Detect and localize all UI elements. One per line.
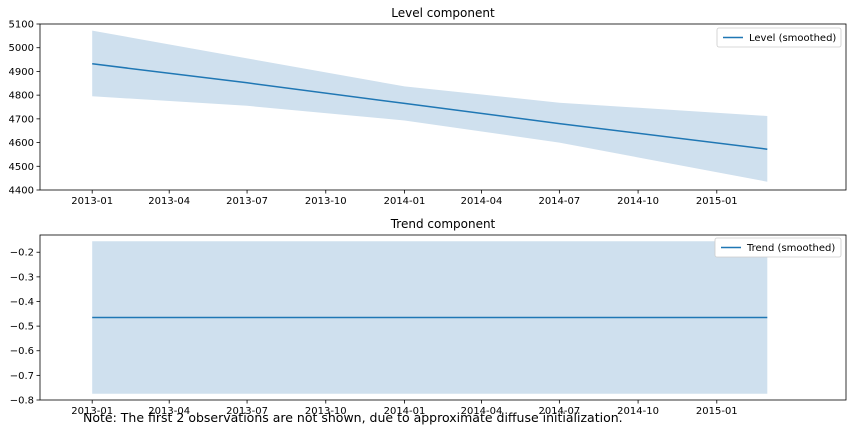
diffuse-initialization-note: Note: The first 2 observations are not s…: [83, 410, 623, 425]
chart-title: Level component: [391, 6, 495, 20]
y-tick-label: 4800: [9, 91, 34, 102]
y-tick-label: −0.3: [10, 272, 34, 283]
x-tick-label: 2013-04: [148, 196, 190, 207]
y-tick-label: 4500: [9, 162, 34, 173]
x-tick-label: 2013-07: [226, 406, 268, 417]
x-tick-label: 2014-10: [617, 406, 659, 417]
legend-box: [716, 27, 842, 48]
y-tick-label: 4700: [9, 114, 34, 125]
chart-title: Trend component: [390, 217, 496, 231]
y-tick-label: 4900: [9, 67, 34, 78]
y-tick-label: 4400: [9, 186, 34, 197]
x-tick-label: 2014-01: [384, 196, 426, 207]
x-tick-label: 2013-01: [71, 406, 113, 417]
plot-frame: [39, 23, 847, 191]
x-tick-label: 2013-07: [226, 196, 268, 207]
x-tick-label: 2014-04: [461, 196, 503, 207]
x-tick-label: 2014-01: [384, 406, 426, 417]
y-tick-label: −0.4: [10, 297, 34, 308]
y-tick-label: 5000: [9, 43, 34, 54]
x-tick-label: 2015-01: [696, 196, 738, 207]
series-line: [92, 63, 768, 150]
x-tick-label: 2013-10: [305, 196, 347, 207]
y-tick-label: −0.7: [10, 371, 34, 382]
x-tick-label: 2014-07: [538, 406, 580, 417]
x-tick-label: 2014-10: [617, 196, 659, 207]
legend-label: Level (smoothed): [749, 33, 836, 44]
legend-box: [714, 237, 842, 258]
level-component-panel: Level component 4400 4500 4600 4700 4800 4900 5…: [9, 6, 847, 207]
x-tick-label: 2015-01: [696, 406, 738, 417]
x-tick-label: 2014-07: [538, 196, 580, 207]
x-tick-label: 2013-04: [148, 406, 190, 417]
y-tick-label: −0.8: [10, 396, 34, 407]
x-tick-label: 2013-01: [71, 196, 113, 207]
y-tick-label: 4600: [9, 138, 34, 149]
y-tick-label: −0.2: [10, 248, 34, 259]
plot-frame: [39, 234, 847, 401]
y-tick-label: 5100: [9, 20, 34, 31]
x-tick-label: 2014-04: [461, 406, 503, 417]
x-tick-label: 2013-10: [305, 406, 347, 417]
legend-label: Trend (smoothed): [746, 243, 835, 254]
y-tick-label: −0.5: [10, 322, 34, 333]
trend-component-panel: Trend component −0.8 −0.7 −0.6 −0.5 −0.4 −0.3 −…: [10, 217, 847, 417]
y-tick-label: −0.6: [10, 346, 34, 357]
